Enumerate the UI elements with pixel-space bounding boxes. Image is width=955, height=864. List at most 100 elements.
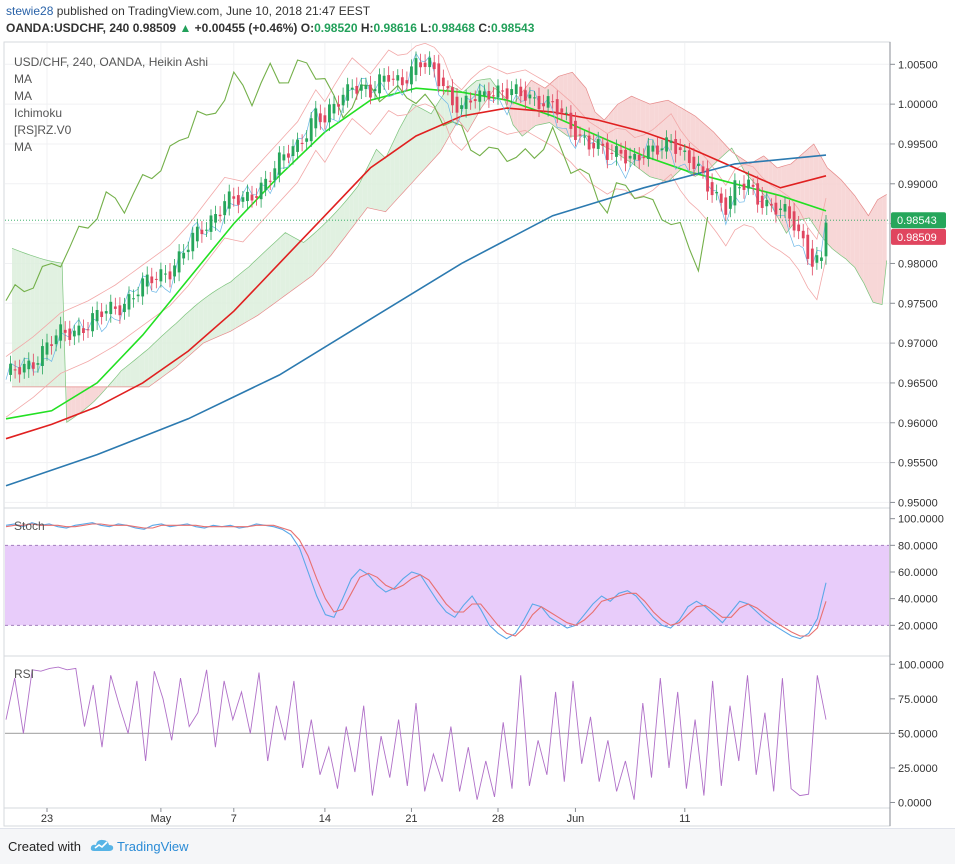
ichimoku-cloud-segment <box>130 359 135 387</box>
candle-body <box>505 88 509 99</box>
ichimoku-cloud-segment <box>39 258 44 387</box>
candle-body <box>574 120 577 140</box>
candle-body <box>792 211 796 231</box>
candle-body <box>533 97 536 99</box>
candle-body <box>200 229 204 235</box>
ichimoku-cloud-segment <box>157 335 163 381</box>
candle-body <box>706 168 709 192</box>
candle-body <box>41 346 44 366</box>
ichimoku-cloud-segment <box>176 319 181 368</box>
ichimoku-cloud-segment <box>16 250 22 387</box>
candle-body <box>765 199 769 207</box>
time-tick-label: May <box>150 813 171 825</box>
time-tick-label: 23 <box>41 813 53 825</box>
candle-body <box>642 157 646 159</box>
ichimoku-cloud-segment <box>125 363 131 387</box>
published-text: published on TradingView.com, June 10, 2… <box>56 4 371 18</box>
tradingview-cloud-icon <box>90 839 114 851</box>
candle-body <box>428 57 432 68</box>
main-pane: 1.005001.000000.995000.990000.985000.980… <box>5 42 946 509</box>
ichimoku-cloud-segment <box>299 240 304 286</box>
candle-body <box>173 265 176 277</box>
candle-body <box>651 145 655 152</box>
candle-body <box>542 103 545 107</box>
ichimoku-cloud-segment <box>221 284 227 336</box>
ichimoku-cloud-segment <box>517 92 523 137</box>
ichimoku-cloud-segment <box>207 292 213 342</box>
candle-body <box>596 139 600 149</box>
ichimoku-cloud-segment <box>718 136 723 161</box>
candle-body <box>783 204 787 212</box>
ichimoku-cloud-segment <box>813 143 819 232</box>
ichimoku-cloud-segment <box>435 99 441 157</box>
rz-lower-band <box>5 103 827 418</box>
rsi-pane-frame <box>3 655 891 809</box>
ichimoku-cloud-segment <box>271 241 277 306</box>
tradingview-link[interactable]: TradingView <box>117 839 189 854</box>
candle-body <box>277 152 281 175</box>
ichimoku-cloud-segment <box>740 157 746 174</box>
candle-body <box>291 146 295 157</box>
candle-body <box>145 274 149 287</box>
candle-body <box>191 232 195 252</box>
candle-body <box>414 58 418 75</box>
candle-body <box>323 115 327 123</box>
ichimoku-cloud-segment <box>804 147 810 219</box>
price-tick-label: 0.95000 <box>898 497 938 509</box>
candle-body <box>728 195 732 209</box>
candle-body <box>59 324 63 341</box>
candle-body <box>410 66 413 85</box>
candle-body <box>223 201 227 216</box>
ichimoku-cloud-segment <box>832 171 837 253</box>
author-link[interactable]: stewie28 <box>6 4 54 18</box>
candle-body <box>113 306 117 309</box>
ichimoku-cloud-segment <box>827 167 832 249</box>
candle-body <box>701 166 705 173</box>
candle-body <box>774 202 778 215</box>
candle-body <box>564 112 568 114</box>
ichimoku-cloud-segment <box>84 386 90 410</box>
ichimoku-cloud-segment <box>508 100 514 125</box>
candle-body <box>18 367 22 375</box>
candle-body <box>91 313 94 332</box>
candle-body <box>710 182 714 196</box>
symbol-label: OANDA:USDCHF, 240 <box>6 21 130 35</box>
candle-body <box>350 87 354 90</box>
ichimoku-cloud-segment <box>330 212 336 256</box>
ichimoku-cloud-segment <box>422 108 427 172</box>
candle-body <box>637 154 641 161</box>
candle-body <box>218 214 222 217</box>
stoch-line-k <box>5 522 827 640</box>
high-label: H: <box>360 21 374 35</box>
ichimoku-cloud-segment <box>394 129 400 202</box>
ichimoku-cloud-segment <box>194 302 199 352</box>
ichimoku-cloud-segment <box>440 92 445 152</box>
ichimoku-cloud-segment <box>781 165 787 234</box>
ichimoku-span-a <box>11 78 888 423</box>
candle-body <box>250 194 254 201</box>
candle-body <box>514 84 518 94</box>
candle-body <box>624 149 627 164</box>
candle-body <box>54 335 58 345</box>
candle-body <box>633 153 637 160</box>
ichimoku-cloud-segment <box>116 370 122 387</box>
ichimoku-cloud-segment <box>463 88 468 133</box>
legend-item-rsrz: [RS]RZ.V0 <box>14 123 72 137</box>
change-value: +0.00455 (+0.46%) <box>194 21 298 35</box>
candle-body <box>391 78 395 80</box>
time-tick-label: 28 <box>492 813 504 825</box>
price-label-box <box>891 212 946 229</box>
ichimoku-cloud-segment <box>203 295 208 344</box>
candle-body <box>346 84 350 101</box>
low-label: L: <box>420 21 432 35</box>
price-label-box <box>891 228 946 245</box>
chart-area[interactable]: 1.005001.000000.995000.990000.985000.980… <box>0 40 955 828</box>
open-label: O: <box>300 21 315 35</box>
candle-body <box>733 180 737 206</box>
candle-body <box>355 85 359 94</box>
candle-body <box>683 150 687 152</box>
close-label: C: <box>478 21 491 35</box>
candle-body <box>779 208 782 211</box>
ichimoku-cloud-segment <box>800 151 805 220</box>
candle-body <box>241 197 245 202</box>
